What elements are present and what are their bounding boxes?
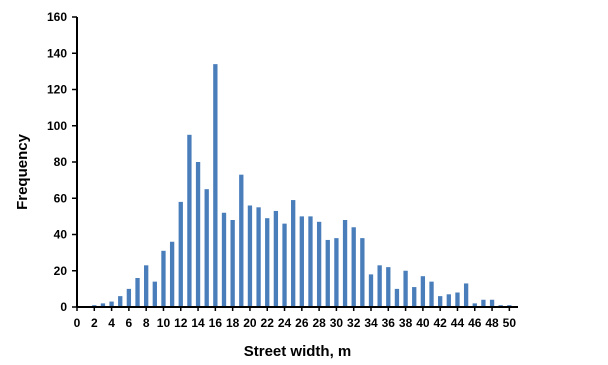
y-tick-label: 0 bbox=[60, 300, 67, 314]
x-tick-label: 20 bbox=[243, 316, 257, 330]
x-tick-label: 10 bbox=[157, 316, 171, 330]
x-axis-title: Street width, m bbox=[244, 343, 352, 360]
bar-22 bbox=[265, 218, 270, 307]
bar-6 bbox=[126, 288, 132, 308]
y-tick-label: 60 bbox=[54, 191, 68, 205]
bar-24 bbox=[282, 223, 287, 308]
bar-33 bbox=[360, 238, 365, 308]
x-tick-label: 50 bbox=[503, 316, 517, 330]
x-tick-label: 30 bbox=[330, 316, 344, 330]
bar-35 bbox=[377, 265, 382, 307]
x-tick-label: 48 bbox=[485, 316, 499, 330]
bar-31 bbox=[342, 220, 348, 307]
x-tick-label: 46 bbox=[468, 316, 482, 330]
bar-26 bbox=[299, 216, 304, 308]
x-tick-label: 42 bbox=[433, 316, 447, 330]
bar-38 bbox=[403, 270, 408, 307]
bar-14 bbox=[195, 162, 201, 307]
x-tick-label: 24 bbox=[278, 316, 292, 330]
axes-group bbox=[72, 16, 518, 311]
bar-44 bbox=[455, 292, 460, 307]
bar-12 bbox=[178, 201, 183, 308]
bar-27 bbox=[308, 216, 313, 308]
y-tick-label: 100 bbox=[47, 119, 67, 133]
bar-47 bbox=[481, 299, 486, 307]
bar-7 bbox=[135, 278, 140, 307]
bar-43 bbox=[446, 294, 451, 307]
bar-21 bbox=[256, 207, 261, 307]
bar-28 bbox=[316, 221, 322, 307]
bar-5 bbox=[118, 296, 123, 308]
x-tick-label: 44 bbox=[451, 316, 465, 330]
x-tick-label: 22 bbox=[261, 316, 275, 330]
y-tick-label: 20 bbox=[54, 264, 68, 278]
bar-48 bbox=[489, 299, 495, 307]
bar-46 bbox=[472, 303, 477, 308]
bar-20 bbox=[247, 205, 253, 307]
bar-32 bbox=[351, 227, 356, 307]
bar-23 bbox=[273, 210, 279, 307]
bar-29 bbox=[325, 239, 330, 307]
bar-30 bbox=[334, 238, 339, 308]
bar-45 bbox=[463, 283, 469, 307]
x-tick-label: 6 bbox=[126, 316, 133, 330]
x-tick-label: 16 bbox=[209, 316, 223, 330]
x-tick-label: 8 bbox=[143, 316, 150, 330]
y-tick-label: 120 bbox=[47, 83, 67, 97]
x-tick-label: 2 bbox=[91, 316, 98, 330]
y-tick-label: 40 bbox=[54, 228, 68, 242]
bar-42 bbox=[438, 296, 443, 308]
bar-15 bbox=[204, 189, 209, 307]
bar-10 bbox=[161, 250, 166, 307]
y-tick-label: 80 bbox=[54, 155, 68, 169]
x-tick-label: 4 bbox=[108, 316, 115, 330]
x-tick-label: 28 bbox=[312, 316, 326, 330]
bars-group bbox=[92, 64, 512, 308]
bar-34 bbox=[368, 274, 374, 308]
bar-36 bbox=[386, 267, 391, 308]
bar-37 bbox=[394, 288, 400, 308]
bar-41 bbox=[429, 281, 434, 308]
y-tick-label: 160 bbox=[47, 10, 67, 24]
x-tick-label: 38 bbox=[399, 316, 413, 330]
bar-9 bbox=[152, 281, 157, 308]
bar-40 bbox=[420, 276, 426, 307]
y-tick-labels: 0 20 40 60 80 100 120 140 160 bbox=[47, 10, 67, 314]
bar-17 bbox=[221, 212, 227, 307]
x-tick-label: 14 bbox=[191, 316, 205, 330]
x-tick-label: 12 bbox=[174, 316, 188, 330]
x-tick-label: 40 bbox=[416, 316, 430, 330]
x-tick-label: 26 bbox=[295, 316, 309, 330]
bar-39 bbox=[412, 287, 417, 307]
bar-3 bbox=[100, 303, 106, 308]
y-axis-title: Frequency bbox=[14, 133, 31, 210]
bar-13 bbox=[187, 134, 192, 307]
x-tick-label: 32 bbox=[347, 316, 361, 330]
x-tick-label: 0 bbox=[74, 316, 81, 330]
x-tick-labels: 0 2 4 6 8 10 12 14 16 18 20 22 24 26 28 30 32 34 36 38 40 42 4… bbox=[74, 316, 517, 330]
bar-11 bbox=[169, 241, 175, 307]
bar-4 bbox=[109, 301, 114, 307]
bar-8 bbox=[144, 265, 149, 307]
x-tick-label: 36 bbox=[382, 316, 396, 330]
bar-18 bbox=[230, 220, 235, 307]
y-tick-label: 140 bbox=[47, 46, 67, 60]
bar-25 bbox=[291, 200, 296, 307]
bar-19 bbox=[239, 174, 244, 307]
x-tick-label: 18 bbox=[226, 316, 240, 330]
bar-16 bbox=[213, 64, 218, 308]
x-tick-label: 34 bbox=[364, 316, 378, 330]
